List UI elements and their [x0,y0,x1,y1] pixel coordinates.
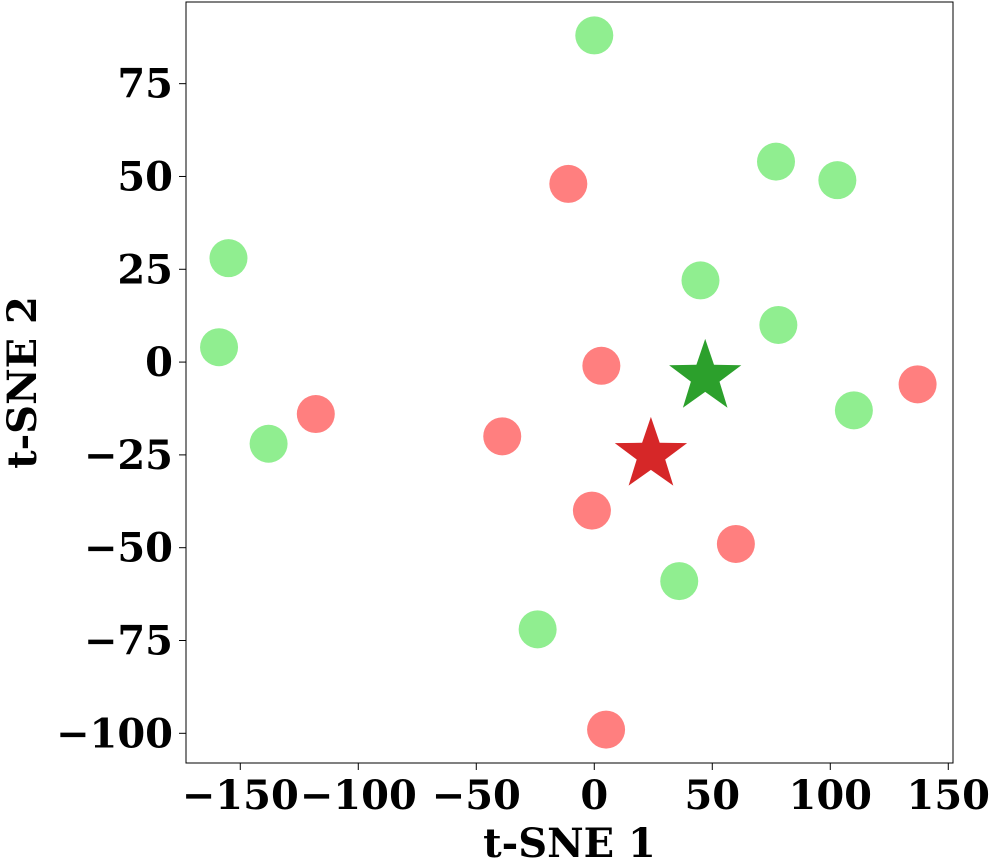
scatter-point [572,491,611,530]
y-tick-label: −75 [84,617,173,664]
scatter-point [200,328,239,367]
plot-frame [185,1,954,764]
axis-ticks: −150 −100 −50 0 50 100 150 75 50 25 0 −25 −50 −75 −100 [56,61,990,819]
scatter-point [681,261,720,300]
scatter-point [587,710,626,749]
x-tick-label: 0 [580,772,608,819]
x-tick-label: 50 [684,772,740,819]
x-tick-label: 100 [789,772,873,819]
scatter-point [757,142,795,181]
y-tick-label: −25 [84,432,173,479]
chart-marks [200,16,937,749]
x-axis-title: t-SNE 1 [483,820,656,867]
y-tick-label: −50 [84,525,173,572]
x-tick-label: −150 [182,772,299,819]
scatter-point [249,424,288,463]
y-tick-label: 50 [117,153,173,200]
scatter-point [834,391,873,430]
scatter-point [296,395,335,434]
y-tick-label: 25 [117,246,173,293]
y-tick-label: 0 [145,339,173,386]
x-tick-label: −100 [300,772,417,819]
y-tick-label: 75 [117,61,173,108]
y-axis-title: t-SNE 2 [0,296,46,469]
scatter-point [759,305,798,344]
x-tick-label: 150 [907,772,991,819]
scatter-point [582,346,621,385]
scatter-point [898,365,937,404]
scatter-point [549,164,588,203]
scatter-point [818,161,857,200]
star-marker [614,416,688,486]
scatter-point [518,610,557,649]
scatter-point [660,562,699,601]
y-tick-label: −100 [56,710,173,757]
x-tick-label: −50 [432,772,521,819]
star-marker [669,338,742,408]
scatter-point [716,524,755,563]
scatter-point [483,417,522,456]
scatter-point [209,239,248,278]
scatter-point [575,16,614,55]
